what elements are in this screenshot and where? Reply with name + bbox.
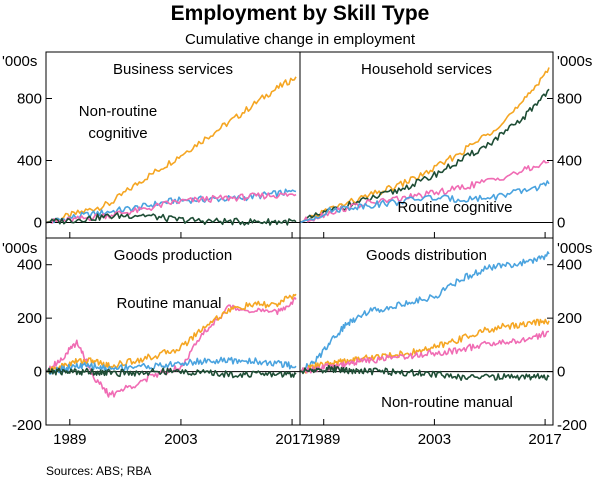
panel-1-series-non-routine-manual: [45, 212, 297, 226]
panel-3-series-non-routine-manual: [46, 367, 297, 379]
panel-2-units-label-right: '000s: [557, 53, 592, 70]
annotation-routine-manual: Routine manual: [116, 295, 221, 312]
panel-3-series-non-routine-cognitive: [45, 293, 297, 375]
panel-4-frame: [299, 237, 554, 426]
panel-1-ytick-label-left: 400: [17, 153, 42, 170]
panel-3-frame: [45, 237, 301, 426]
panel-4-xtick-label: 2017: [528, 431, 561, 448]
panel-3-series-routine-manual: [45, 296, 297, 398]
panel-1: Business services 0 400 800: [17, 51, 301, 239]
panel-3-ytick-label-left: 0: [34, 364, 42, 381]
panel-1-units-label-left: '000s: [2, 53, 37, 70]
annotation-non-routine-cognitive-line2: cognitive: [88, 125, 147, 142]
panel-4-xtick-label: 2003: [418, 431, 451, 448]
panel-3-series-routine-cognitive: [45, 356, 297, 375]
panel-3-xtick-label: 1989: [53, 431, 86, 448]
panel-4: Goods distribution -200 0 200 400 1989 2003 201…: [299, 237, 587, 448]
sources-note: Sources: ABS; RBA: [46, 464, 151, 478]
panel-4-ytick-label-right: 400: [557, 257, 582, 274]
panel-3: Goods production -200 0 200 400 1989 2003 2017: [12, 237, 309, 448]
annotation-non-routine-cognitive-line1: Non-routine: [79, 103, 157, 120]
panel-3-xtick-label: 2003: [164, 431, 197, 448]
panel-1-ytick-label-left: 800: [17, 91, 42, 108]
panel-1-frame: [45, 51, 301, 239]
panel-2-title: Household services: [361, 61, 492, 78]
panel-3-title: Goods production: [114, 247, 232, 264]
panel-3-ytick-label-left: 200: [17, 310, 42, 327]
panel-4-ytick-label-right: -200: [557, 417, 587, 434]
panel-2-ytick-label-right: 0: [557, 215, 565, 232]
panel-1-title: Business services: [113, 61, 233, 78]
panel-3-ytick-label-left: 400: [17, 257, 42, 274]
panel-2-series-routine-cognitive: [299, 180, 550, 224]
panel-1-series-non-routine-cognitive: [45, 76, 297, 224]
panel-2: Household services 0 400 800: [299, 51, 582, 239]
panel-4-series-routine-cognitive: [299, 251, 550, 373]
panel-2-ytick-label-right: 400: [557, 153, 582, 170]
chart-subtitle: Cumulative change in employment: [185, 31, 416, 48]
panel-4-ytick-label-right: 200: [557, 310, 582, 327]
panel-3-ytick-label-left: -200: [12, 417, 42, 434]
panel-1-ytick-label-left: 0: [34, 215, 42, 232]
panel-4-xtick-label: 1989: [307, 431, 340, 448]
chart-title: Employment by Skill Type: [171, 2, 430, 25]
panel-4-ytick-label-right: 0: [557, 364, 565, 381]
panel-2-series-routine-manual: [299, 159, 550, 224]
panel-3-xtick-label: 2017: [275, 431, 308, 448]
annotation-routine-cognitive: Routine cognitive: [397, 199, 512, 216]
panel-2-ytick-label-right: 800: [557, 91, 582, 108]
panel-4-series-routine-manual: [299, 330, 549, 374]
annotation-non-routine-manual: Non-routine manual: [381, 394, 513, 411]
panel-3-units-label-left: '000s: [2, 240, 37, 257]
panel-4-title: Goods distribution: [366, 247, 487, 264]
panel-1-series-routine-manual: [45, 192, 297, 224]
panel-4-units-label-right: '000s: [557, 240, 592, 257]
panel-2-series-non-routine-cognitive: [299, 67, 550, 224]
panel-4-series-non-routine-manual: [299, 364, 550, 382]
